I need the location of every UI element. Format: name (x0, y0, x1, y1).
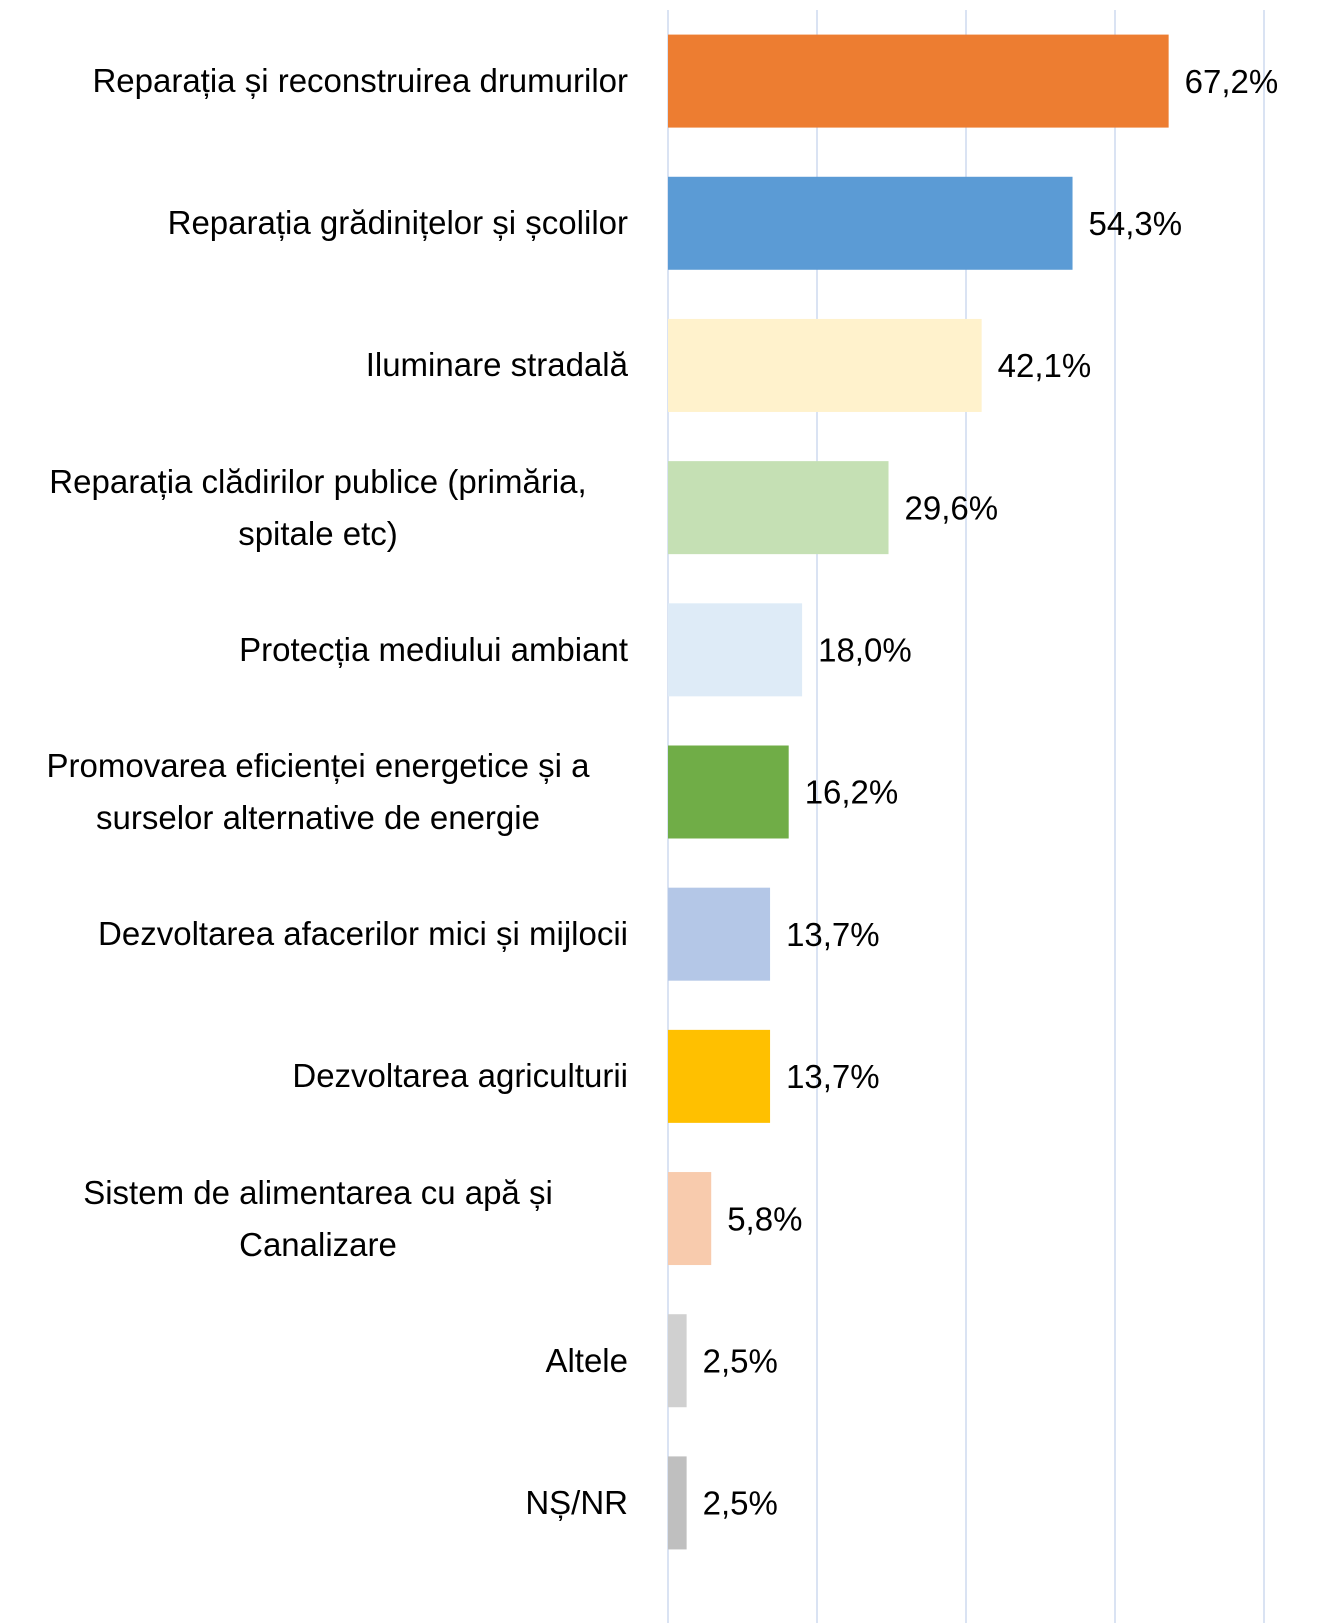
bar (668, 1172, 712, 1266)
value-label: 42,1% (998, 347, 1092, 384)
bar (668, 603, 803, 697)
category-label: Protecția mediului ambiant (239, 630, 628, 668)
bar (668, 1314, 687, 1408)
category-label-box: Reparația și reconstruirea drumurilor (8, 55, 628, 107)
category-label: Reparația clădirilor publice (primăria, … (49, 462, 587, 552)
category-label-box: Sistem de alimentarea cu apă și Canaliza… (8, 1167, 628, 1271)
category-label: Reparația și reconstruirea drumurilor (92, 62, 628, 100)
category-label-box: Altele (8, 1335, 628, 1387)
bar (668, 176, 1073, 270)
category-label-box: Reparația grădinițelor și școlilor (8, 197, 628, 249)
value-label: 5,8% (727, 1200, 802, 1237)
category-label-box: Protecția mediului ambiant (8, 624, 628, 676)
category-label: Dezvoltarea agriculturii (292, 1057, 628, 1095)
category-label: Reparația grădinițelor și școlilor (167, 204, 628, 242)
category-label-box: Dezvoltarea agriculturii (8, 1050, 628, 1102)
category-label-box: Promovarea eficienței energetice și a su… (8, 740, 628, 844)
value-label: 13,7% (786, 916, 880, 953)
bar (668, 745, 789, 839)
value-label: 54,3% (1089, 205, 1183, 242)
value-label: 18,0% (818, 632, 912, 669)
bar (668, 1029, 771, 1123)
category-label: NȘ/NR (525, 1483, 628, 1521)
category-label: Promovarea eficienței energetice și a su… (46, 747, 590, 836)
category-label-box: Dezvoltarea afacerilor mici și mijlocii (8, 908, 628, 960)
category-label-box: NȘ/NR (8, 1477, 628, 1529)
bar (668, 318, 982, 412)
bar (668, 887, 771, 981)
bar (668, 461, 889, 555)
value-label: 2,5% (703, 1342, 778, 1379)
value-label: 13,7% (786, 1058, 880, 1095)
category-label-box: Reparația clădirilor publice (primăria, … (8, 456, 628, 560)
value-label: 2,5% (703, 1485, 778, 1522)
category-label: Iluminare stradală (365, 346, 628, 384)
category-label: Sistem de alimentarea cu apă și Canaliza… (83, 1173, 553, 1263)
bar (668, 34, 1169, 128)
value-label: 29,6% (905, 489, 999, 526)
value-label: 16,2% (805, 774, 899, 811)
category-label: Altele (545, 1341, 628, 1379)
category-label-box: Iluminare stradală (8, 339, 628, 391)
value-label: 67,2% (1185, 63, 1279, 100)
category-label: Dezvoltarea afacerilor mici și mijlocii (98, 915, 628, 953)
bar (668, 1456, 687, 1550)
